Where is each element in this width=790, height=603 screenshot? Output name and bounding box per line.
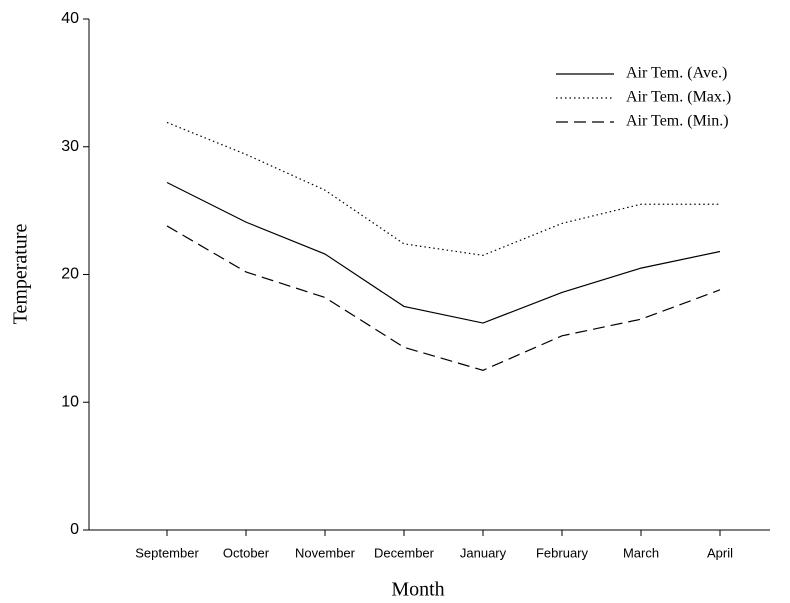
x-tick-label: January [460,545,507,560]
y-tick-label: 40 [61,10,79,27]
x-tick-label: February [536,545,589,560]
x-tick-label: December [374,545,435,560]
x-tick-label: November [295,545,356,560]
series-line [166,181,721,324]
y-axis-title: Temperature [10,223,32,324]
y-tick-label: 0 [70,521,79,538]
series-line [166,121,720,256]
y-tick-label: 10 [61,393,79,410]
y-tick-label: 20 [61,266,79,283]
x-axis-title: Month [391,579,444,601]
y-tick-label: 30 [61,138,79,155]
legend-label: Air Tem. (Min.) [626,113,729,130]
x-tick-label: March [623,545,659,560]
legend-label: Air Tem. (Max.) [626,89,731,106]
x-tick-label: April [707,545,733,560]
series-line [166,225,721,371]
x-tick-label: September [135,545,199,560]
legend-label: Air Tem. (Ave.) [626,65,727,82]
x-tick-label: October [223,545,270,560]
